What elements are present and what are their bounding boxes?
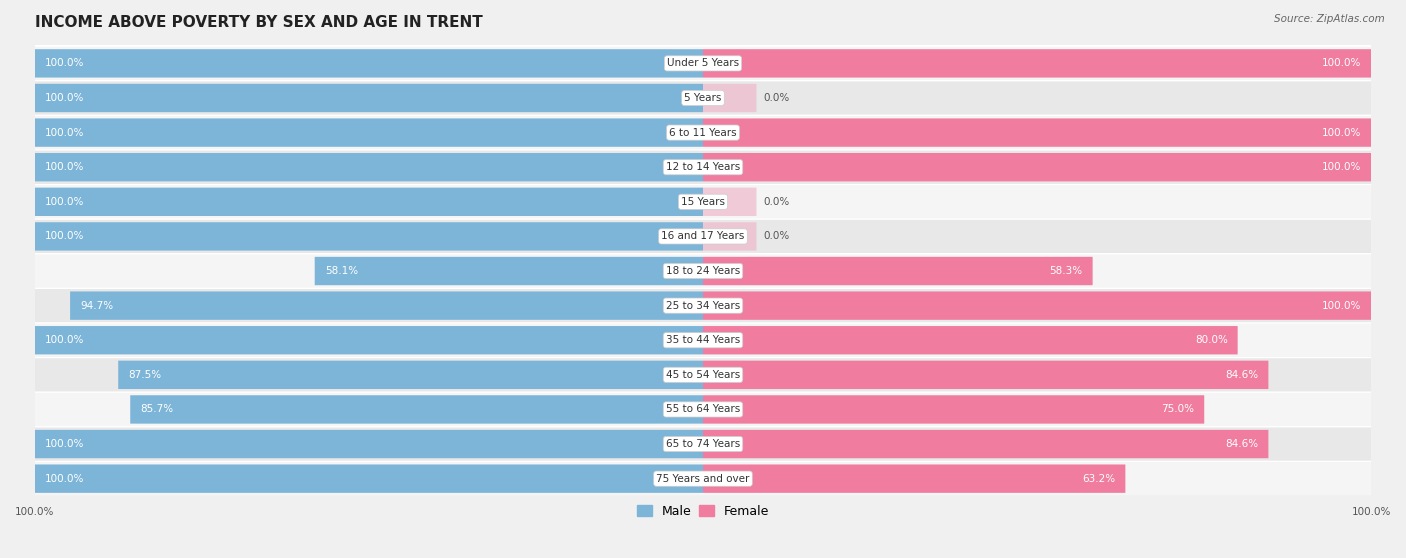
Text: 100.0%: 100.0%: [1322, 301, 1361, 311]
Text: 100.0%: 100.0%: [1322, 59, 1361, 69]
FancyBboxPatch shape: [35, 118, 703, 147]
FancyBboxPatch shape: [703, 395, 1204, 424]
FancyBboxPatch shape: [118, 360, 703, 389]
Text: 80.0%: 80.0%: [1195, 335, 1227, 345]
FancyBboxPatch shape: [35, 326, 703, 354]
Text: 45 to 54 Years: 45 to 54 Years: [666, 370, 740, 380]
Text: 87.5%: 87.5%: [128, 370, 162, 380]
Text: 16 and 17 Years: 16 and 17 Years: [661, 232, 745, 242]
FancyBboxPatch shape: [35, 358, 1371, 392]
Text: 0.0%: 0.0%: [763, 93, 789, 103]
Legend: Male, Female: Male, Female: [631, 499, 775, 522]
Text: 18 to 24 Years: 18 to 24 Years: [666, 266, 740, 276]
Text: 100.0%: 100.0%: [1322, 162, 1361, 172]
Text: 75 Years and over: 75 Years and over: [657, 474, 749, 484]
FancyBboxPatch shape: [35, 289, 1371, 322]
FancyBboxPatch shape: [703, 187, 756, 216]
Text: 84.6%: 84.6%: [1225, 370, 1258, 380]
FancyBboxPatch shape: [35, 185, 1371, 218]
Text: 100.0%: 100.0%: [45, 162, 84, 172]
FancyBboxPatch shape: [703, 84, 756, 112]
FancyBboxPatch shape: [131, 395, 703, 424]
FancyBboxPatch shape: [703, 49, 1371, 78]
Text: 55 to 64 Years: 55 to 64 Years: [666, 405, 740, 415]
Text: 100.0%: 100.0%: [45, 335, 84, 345]
Text: 100.0%: 100.0%: [45, 439, 84, 449]
FancyBboxPatch shape: [35, 187, 703, 216]
FancyBboxPatch shape: [35, 84, 703, 112]
FancyBboxPatch shape: [703, 291, 1371, 320]
FancyBboxPatch shape: [703, 222, 756, 251]
Text: 75.0%: 75.0%: [1161, 405, 1194, 415]
FancyBboxPatch shape: [703, 118, 1371, 147]
FancyBboxPatch shape: [703, 326, 1237, 354]
Text: 100.0%: 100.0%: [45, 197, 84, 207]
Text: 15 Years: 15 Years: [681, 197, 725, 207]
Text: 94.7%: 94.7%: [80, 301, 114, 311]
FancyBboxPatch shape: [35, 430, 703, 458]
FancyBboxPatch shape: [70, 291, 703, 320]
FancyBboxPatch shape: [35, 462, 1371, 496]
Text: 100.0%: 100.0%: [45, 59, 84, 69]
Text: 0.0%: 0.0%: [763, 197, 789, 207]
FancyBboxPatch shape: [35, 81, 1371, 114]
Text: 100.0%: 100.0%: [45, 232, 84, 242]
Text: 100.0%: 100.0%: [45, 128, 84, 138]
Text: 12 to 14 Years: 12 to 14 Years: [666, 162, 740, 172]
FancyBboxPatch shape: [315, 257, 703, 285]
Text: Under 5 Years: Under 5 Years: [666, 59, 740, 69]
FancyBboxPatch shape: [35, 151, 1371, 184]
Text: 35 to 44 Years: 35 to 44 Years: [666, 335, 740, 345]
FancyBboxPatch shape: [35, 116, 1371, 149]
FancyBboxPatch shape: [35, 393, 1371, 426]
FancyBboxPatch shape: [35, 47, 1371, 80]
Text: 65 to 74 Years: 65 to 74 Years: [666, 439, 740, 449]
Text: 84.6%: 84.6%: [1225, 439, 1258, 449]
FancyBboxPatch shape: [35, 427, 1371, 461]
FancyBboxPatch shape: [703, 153, 1371, 181]
Text: 100.0%: 100.0%: [45, 474, 84, 484]
FancyBboxPatch shape: [35, 49, 703, 78]
Text: 0.0%: 0.0%: [763, 232, 789, 242]
FancyBboxPatch shape: [703, 360, 1268, 389]
Text: 100.0%: 100.0%: [1322, 128, 1361, 138]
Text: INCOME ABOVE POVERTY BY SEX AND AGE IN TRENT: INCOME ABOVE POVERTY BY SEX AND AGE IN T…: [35, 15, 482, 30]
FancyBboxPatch shape: [35, 220, 1371, 253]
FancyBboxPatch shape: [35, 324, 1371, 357]
FancyBboxPatch shape: [35, 222, 703, 251]
Text: 100.0%: 100.0%: [45, 93, 84, 103]
FancyBboxPatch shape: [35, 464, 703, 493]
FancyBboxPatch shape: [35, 254, 1371, 287]
Text: 6 to 11 Years: 6 to 11 Years: [669, 128, 737, 138]
FancyBboxPatch shape: [703, 257, 1092, 285]
Text: 5 Years: 5 Years: [685, 93, 721, 103]
Text: 58.3%: 58.3%: [1049, 266, 1083, 276]
Text: 85.7%: 85.7%: [141, 405, 173, 415]
FancyBboxPatch shape: [703, 464, 1125, 493]
Text: 58.1%: 58.1%: [325, 266, 359, 276]
FancyBboxPatch shape: [35, 153, 703, 181]
Text: Source: ZipAtlas.com: Source: ZipAtlas.com: [1274, 14, 1385, 24]
FancyBboxPatch shape: [703, 430, 1268, 458]
Text: 63.2%: 63.2%: [1083, 474, 1115, 484]
Text: 25 to 34 Years: 25 to 34 Years: [666, 301, 740, 311]
